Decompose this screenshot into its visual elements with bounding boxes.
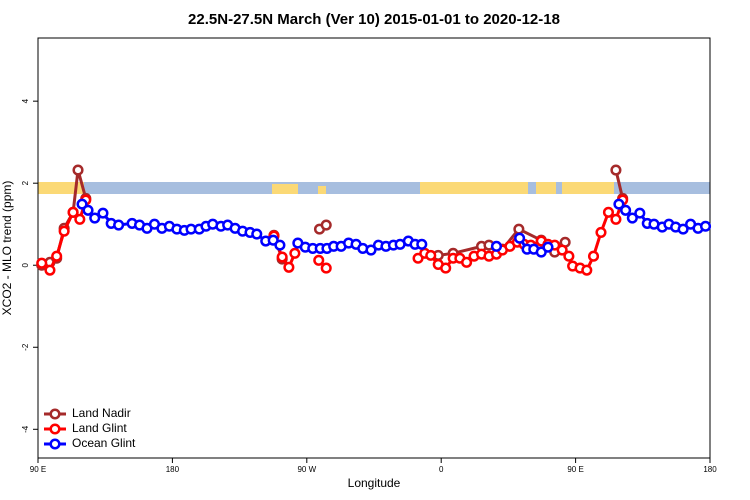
data-point	[113, 219, 125, 231]
data-point	[542, 241, 554, 253]
data-point	[699, 220, 712, 232]
data-point	[587, 250, 600, 262]
data-point	[514, 232, 526, 244]
chart-title: 22.5N-27.5N March (Ver 10) 2015-01-01 to…	[188, 11, 560, 28]
y-tick-label: -2	[21, 343, 30, 351]
y-tick-label: 4	[21, 98, 30, 103]
x-tick-label: 180	[166, 465, 180, 474]
data-point	[51, 250, 63, 262]
y-tick-label: 2	[21, 180, 30, 185]
data-point	[313, 254, 325, 266]
y-tick-label: -4	[21, 425, 30, 433]
legend-marker	[49, 423, 61, 435]
data-point	[595, 226, 607, 238]
data-point	[556, 244, 568, 256]
data-point	[283, 261, 295, 273]
legend-marker	[49, 408, 61, 420]
data-point	[620, 204, 632, 216]
data-point	[416, 238, 428, 250]
data-point	[440, 262, 452, 274]
data-point	[320, 219, 332, 231]
legend-label: Ocean Glint	[72, 436, 136, 450]
data-point	[276, 251, 288, 263]
legend-label: Land Glint	[72, 421, 127, 435]
data-point	[36, 257, 48, 269]
x-tick-label: 90 E	[30, 465, 46, 474]
data-point	[67, 206, 79, 218]
data-point	[490, 240, 503, 252]
data-point	[365, 244, 377, 256]
x-tick-label: 90 W	[297, 465, 316, 474]
data-point	[74, 213, 86, 225]
y-tick-label: 0	[21, 262, 30, 267]
x-axis-label: Longitude	[348, 476, 401, 490]
legend-label: Land Nadir	[72, 406, 131, 420]
data-point	[563, 250, 575, 262]
data-point	[634, 207, 646, 219]
data-point	[58, 225, 70, 237]
legend-marker	[49, 438, 61, 450]
x-tick-label: 0	[439, 465, 444, 474]
data-point	[613, 198, 625, 210]
data-point	[44, 264, 56, 276]
data-point	[72, 164, 84, 176]
data-point	[320, 262, 332, 274]
data-point	[581, 264, 593, 276]
plot-frame	[37, 37, 711, 459]
data-point	[513, 223, 525, 235]
data-point	[677, 223, 689, 235]
data-point	[289, 247, 301, 259]
x-tick-label: 180	[703, 465, 717, 474]
data-point	[610, 213, 622, 225]
data-point	[89, 212, 101, 224]
data-point	[610, 164, 622, 176]
y-axis-label: XCO2 - MLO trend (ppm)	[0, 181, 14, 316]
map-strip	[38, 182, 710, 194]
data-point	[82, 204, 94, 216]
data-point	[602, 206, 615, 218]
data-point	[251, 228, 263, 240]
data-point	[626, 212, 638, 224]
x-tick-label: 90 E	[567, 465, 583, 474]
data-point	[97, 207, 109, 219]
data-point	[425, 249, 437, 261]
data-point	[274, 239, 286, 251]
data-point	[461, 256, 473, 268]
